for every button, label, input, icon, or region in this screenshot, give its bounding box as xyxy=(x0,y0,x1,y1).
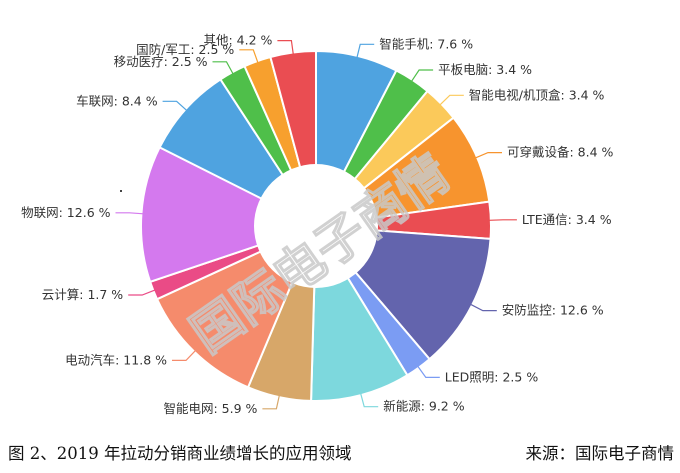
slice-label-0: 智能手机: 7.6 % xyxy=(379,36,473,51)
leader-line-3 xyxy=(474,152,502,159)
slice-label-12: 车联网: 8.4 % xyxy=(76,93,158,108)
donut-hole xyxy=(254,164,378,288)
leader-line-9 xyxy=(172,349,197,361)
slice-label-14: 国防/军工: 2.5 % xyxy=(136,42,234,57)
leader-line-7 xyxy=(360,393,379,408)
leader-line-8 xyxy=(262,394,280,410)
slice-label-1: 平板电脑: 3.4 % xyxy=(438,62,532,77)
leader-line-4 xyxy=(488,219,517,221)
donut-chart: 智能手机: 7.6 % 平板电脑: 3.4 % 智能电视/机顶盒: 3.4 % 可穿戴… xyxy=(21,33,613,416)
slice-label-7: 新能源: 9.2 % xyxy=(383,399,465,414)
slice-label-8: 智能电网: 5.9 % xyxy=(163,401,257,416)
leader-line-2 xyxy=(439,94,464,106)
leader-line-14 xyxy=(239,49,259,64)
leader-line-15 xyxy=(277,39,294,55)
slice-label-3: 可穿戴设备: 8.4 % xyxy=(507,145,614,160)
leader-line-12 xyxy=(162,100,188,112)
leader-line-13 xyxy=(212,61,234,75)
leader-line-6 xyxy=(417,365,440,378)
leader-line-1 xyxy=(410,69,434,82)
slice-label-6: LED照明: 2.5 % xyxy=(445,369,539,384)
slice-label-4: LTE通信: 3.4 % xyxy=(522,212,612,227)
slice-label-9: 电动汽车: 11.8 % xyxy=(65,352,167,367)
caption-figure-text: 图 2、2019 年拉动分销商业绩增长的应用领域 xyxy=(8,444,352,463)
stray-dot xyxy=(120,190,122,192)
leader-line-10 xyxy=(128,289,156,296)
labels-layer: 智能手机: 7.6 % 平板电脑: 3.4 % 智能电视/机顶盒: 3.4 % 可穿戴… xyxy=(21,33,613,416)
caption-source-text: 来源：国际电子商情 xyxy=(525,444,675,463)
leader-line-5 xyxy=(470,303,497,312)
slice-label-13: 移动医疗: 2.5 % xyxy=(114,54,208,69)
slice-label-15: 其他: 4.2 % xyxy=(203,33,272,48)
slice-label-11: 物联网: 12.6 % xyxy=(21,205,110,220)
figure-caption: 图 2、2019 年拉动分销商业绩增长的应用领域 来源：国际电子商情 xyxy=(8,440,676,466)
slice-label-5: 安防监控: 12.6 % xyxy=(502,303,604,318)
leader-line-0 xyxy=(356,43,375,59)
slice-label-10: 云计算: 1.7 % xyxy=(42,287,124,302)
leader-line-11 xyxy=(115,212,144,215)
slice-label-2: 智能电视/机顶盒: 3.4 % xyxy=(469,87,605,102)
